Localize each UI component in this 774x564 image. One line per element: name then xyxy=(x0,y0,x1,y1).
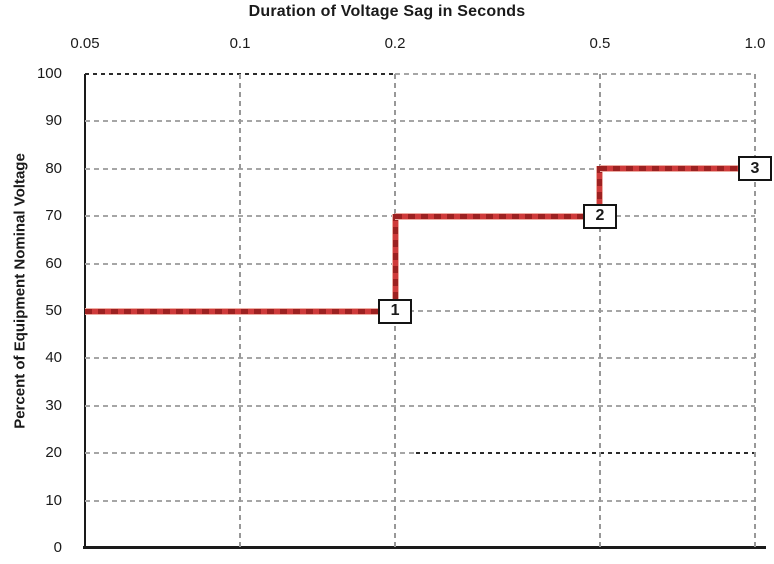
h-gridline-40 xyxy=(85,357,755,360)
point-label-1: 1 xyxy=(378,298,413,324)
y-tick-label-0: 0 xyxy=(53,539,62,556)
y-tick-label-50: 50 xyxy=(45,302,62,319)
step-segment xyxy=(392,213,398,314)
point-label-2: 2 xyxy=(582,203,617,229)
y-tick-label-10: 10 xyxy=(45,491,62,509)
y-tick-label-70: 70 xyxy=(45,207,62,225)
h-gridline-80 xyxy=(85,167,755,170)
chart-title: Duration of Voltage Sag in Seconds xyxy=(248,3,526,20)
y-tick-label-60: 60 xyxy=(45,254,62,272)
y-tick-label-40: 40 xyxy=(45,349,62,367)
h-gridline-20-right xyxy=(416,452,755,455)
x-axis-line xyxy=(83,546,766,549)
point-label-3: 3 xyxy=(738,156,772,182)
x-tick-label-0.5: 0.5 xyxy=(589,35,611,52)
y-tick-label-20: 20 xyxy=(45,444,62,462)
step-segment xyxy=(395,213,600,219)
x-tick-label-0.2: 0.2 xyxy=(384,35,406,52)
y-tick-label-30: 30 xyxy=(45,396,62,414)
h-gridline-60 xyxy=(85,262,755,265)
y-tick-label-80: 80 xyxy=(45,159,62,177)
v-gridline-0.5 xyxy=(598,74,601,548)
x-tick-label-0.1: 0.1 xyxy=(229,35,251,52)
h-gridline-50 xyxy=(85,310,755,312)
x-tick-label-1.0: 1.0 xyxy=(744,35,766,52)
h-gridline-20-left xyxy=(85,452,417,455)
h-gridline-10 xyxy=(85,499,755,502)
y-tick-label-90: 90 xyxy=(45,112,62,130)
h-gridline-30 xyxy=(85,404,755,407)
h-gridline-90 xyxy=(85,120,755,123)
step-segment xyxy=(85,308,396,314)
step-segment xyxy=(599,166,755,172)
step-segment xyxy=(597,166,603,219)
v-gridline-1.0 xyxy=(754,74,756,548)
plot-area: 1 2 3 xyxy=(85,73,772,548)
y-axis-title: Percent of Equipment Nominal Voltage xyxy=(11,153,29,429)
h-gridline-100-right xyxy=(395,73,755,75)
x-tick-label-0.05: 0.05 xyxy=(70,35,100,52)
y-tick-label-100: 100 xyxy=(36,65,62,82)
